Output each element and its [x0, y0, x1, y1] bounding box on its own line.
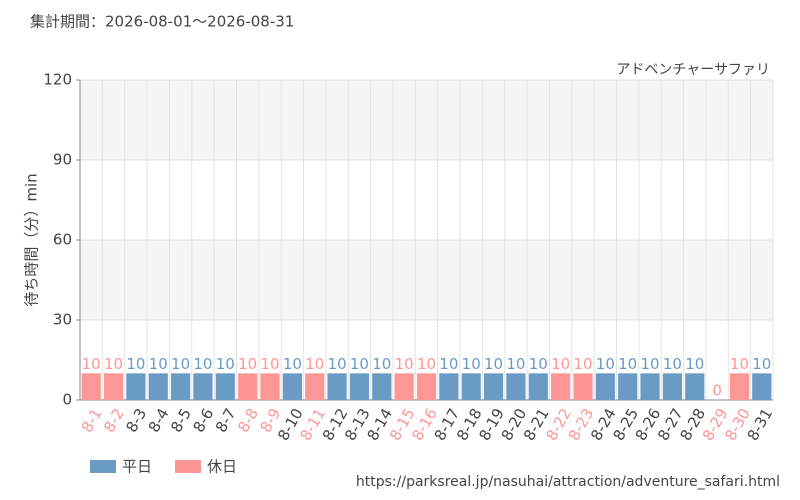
value-label: 10 — [506, 355, 525, 373]
y-tick-label: 0 — [62, 391, 72, 409]
value-label: 10 — [573, 355, 592, 373]
bar — [662, 373, 683, 400]
bar — [148, 373, 168, 400]
y-tick-label: 60 — [53, 231, 72, 249]
value-label: 10 — [126, 355, 145, 373]
value-label: 10 — [618, 355, 637, 373]
value-label: 10 — [171, 355, 190, 373]
x-tick-label: 8-31 — [744, 405, 777, 443]
value-label: 10 — [149, 355, 168, 373]
bar — [618, 373, 638, 400]
bar — [394, 373, 414, 400]
value-label: 10 — [596, 355, 615, 373]
bar — [573, 373, 593, 400]
value-label: 10 — [685, 355, 704, 373]
value-label: 10 — [551, 355, 570, 373]
x-tick-label: 8-8 — [234, 405, 262, 435]
bar — [349, 373, 370, 400]
bar — [528, 373, 548, 400]
value-label: 0 — [712, 382, 722, 400]
value-label: 10 — [417, 355, 436, 373]
legend-label: 平日 — [122, 458, 152, 476]
legend-swatch — [175, 460, 201, 473]
legend-swatch — [90, 460, 116, 473]
value-label: 10 — [730, 355, 749, 373]
value-label: 10 — [104, 355, 123, 373]
legend-label: 休日 — [207, 458, 237, 476]
source-url: https://parksreal.jp/nasuhai/attraction/… — [356, 474, 780, 490]
value-label: 10 — [529, 355, 548, 373]
period-header: 集計期間：2026-08-01～2026-08-31 — [30, 13, 294, 31]
value-label: 10 — [283, 355, 302, 373]
bar — [372, 373, 392, 400]
value-label: 10 — [752, 355, 771, 373]
x-tick-label: 8-6 — [189, 405, 217, 435]
value-label: 10 — [260, 355, 279, 373]
bar — [416, 373, 437, 400]
value-label: 10 — [372, 355, 391, 373]
value-label: 10 — [641, 355, 660, 373]
bar — [193, 373, 213, 400]
y-tick-label: 120 — [43, 71, 72, 89]
x-tick-label: 8-5 — [167, 405, 195, 435]
bar — [327, 373, 347, 400]
bar — [282, 373, 302, 400]
x-tick-label: 8-7 — [212, 405, 240, 435]
value-label: 10 — [484, 355, 503, 373]
bar — [238, 373, 258, 400]
bar — [81, 373, 101, 400]
value-label: 10 — [439, 355, 458, 373]
value-label: 10 — [350, 355, 369, 373]
bar — [215, 373, 235, 400]
value-label: 10 — [663, 355, 682, 373]
x-tick-label: 8-2 — [100, 405, 128, 435]
bar — [506, 373, 526, 400]
bar — [685, 373, 705, 400]
value-label: 10 — [305, 355, 324, 373]
x-tick-label: 8-1 — [78, 405, 106, 435]
grid-band — [80, 80, 773, 160]
value-label: 10 — [328, 355, 347, 373]
y-tick-label: 30 — [53, 311, 72, 329]
bar — [103, 373, 124, 400]
bar — [752, 373, 772, 400]
value-label: 10 — [395, 355, 414, 373]
y-tick-label: 90 — [53, 151, 72, 169]
grid-band — [80, 240, 773, 320]
bar — [305, 373, 325, 400]
value-label: 10 — [216, 355, 235, 373]
bar — [126, 373, 146, 400]
value-label: 10 — [462, 355, 481, 373]
bar — [461, 373, 481, 400]
bar — [260, 373, 280, 400]
value-label: 10 — [82, 355, 101, 373]
bar — [595, 373, 615, 400]
chart-subtitle: アドベンチャーサファリ — [616, 62, 770, 78]
bar — [729, 373, 750, 400]
bar — [551, 373, 571, 400]
value-label: 10 — [193, 355, 212, 373]
bar — [483, 373, 504, 400]
bar — [439, 373, 459, 400]
value-label: 10 — [238, 355, 257, 373]
x-tick-label: 8-3 — [122, 405, 150, 435]
bar — [640, 373, 660, 400]
y-axis-label: 待ち時間（分）min — [23, 173, 41, 306]
bar — [170, 373, 191, 400]
x-tick-label: 8-4 — [145, 405, 173, 435]
